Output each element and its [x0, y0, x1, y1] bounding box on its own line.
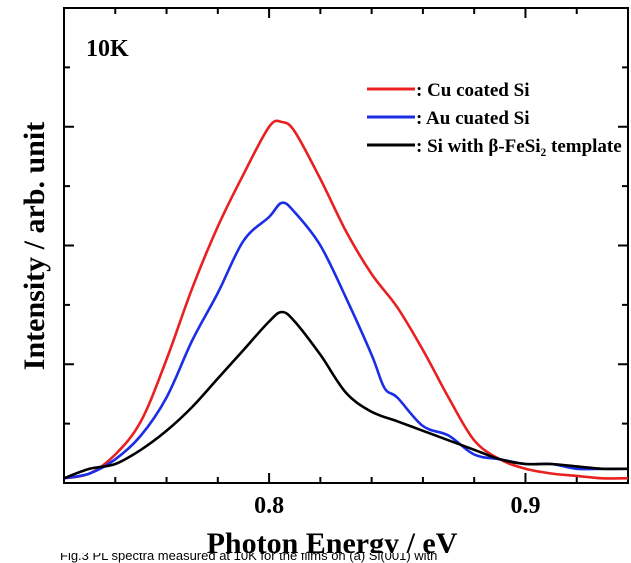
y-axis-label: Intensity / arb. unit [18, 122, 51, 370]
figure-caption: Fig.3 PL spectra measured at 10K for the… [0, 553, 631, 563]
legend-label-cu: : Cu coated Si [416, 80, 529, 101]
legend-label-au: : Au cuated Si [416, 108, 530, 129]
series-layer [63, 119, 629, 480]
x-tick-labels: 0.8 0.9 [254, 493, 540, 519]
plot-frame [63, 7, 629, 484]
series-si-with-fesi2-template [63, 310, 629, 480]
series-cu-coated-si [63, 119, 629, 480]
x-tick-label: 0.8 [254, 493, 284, 519]
annotation-10k: 10K [86, 36, 129, 62]
axis-ticks [64, 8, 628, 483]
x-axis-label: Photon Energy / eV [207, 527, 458, 553]
x-tick-label: 0.9 [510, 493, 540, 519]
caption-text: Fig.3 PL spectra measured at 10K for the… [60, 553, 438, 563]
legend-label-fesi: : Si with β-FeSi₂ template [416, 136, 622, 157]
series-au-cuated-si [63, 201, 628, 480]
legend: : Cu coated Si : Au cuated Si : Si with … [367, 80, 622, 157]
